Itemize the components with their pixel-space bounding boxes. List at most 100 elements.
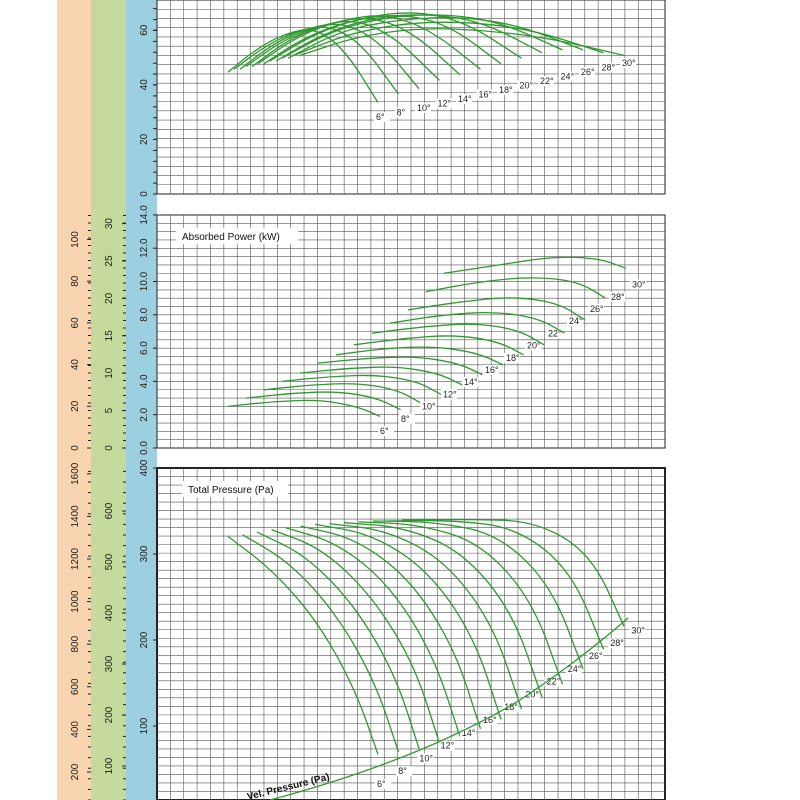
power-alt-tick-label: 60 [70,317,81,329]
curve-label: 10° [417,103,431,113]
power-alt-tick-label: 5 [104,407,115,413]
pressure-tick-label: 400 [139,459,150,476]
power-alt-tick-label: 10 [104,367,115,379]
pressure-alt-tick-label: 200 [70,763,81,780]
power-tick-label: 12.0 [139,238,150,258]
pressure-alt-tick-label: 200 [104,706,115,723]
series-curve [269,12,522,62]
efficiency-tick-label: 40 [139,79,150,91]
curve-label-bg [608,638,625,649]
curve-label: 12° [441,741,455,751]
series-curve [389,311,565,334]
efficiency-tick-label: 60 [139,24,150,36]
curve-label: 14° [464,377,478,387]
curve-label-bg [396,766,413,777]
curve-label-bg [415,103,431,113]
pressure-alt-tick-label: 300 [104,655,115,672]
pressure-alt-tick-label: 1600 [70,462,81,485]
series-curve [257,15,481,70]
series-curve [227,399,381,417]
curve-label: 30° [632,280,646,290]
series-curve [425,277,606,299]
curve-label: 6° [377,779,386,789]
power-alt-tick-label: 15 [104,330,115,342]
curve-label: 26° [581,67,595,77]
curve-label-bg [462,377,478,388]
series-curve [293,21,604,57]
band-blue [126,0,157,800]
curve-label-bg [374,112,390,122]
pressure-alt-tick-label: 400 [70,721,81,738]
curve-label: 18° [506,353,520,363]
series-curve [371,323,545,346]
curve-label: 26° [589,651,603,661]
band-orange [57,0,91,800]
power-alt-tick-label: 30 [104,218,115,230]
pressure-alt-tick-label: 100 [104,757,115,774]
curve-label: 30° [622,58,636,68]
power-alt-tick-label: 40 [70,359,81,371]
series-curve [281,374,442,396]
curve-label-bg [497,85,513,95]
power-alt-tick-label: 0 [70,445,81,451]
pressure-alt-tick-label: 600 [104,502,115,519]
curve-label-bg [579,67,595,77]
curve-label: 8° [397,108,406,118]
curve-label-bg [517,80,534,91]
power-tick-label: 8.0 [139,307,150,321]
power-alt-tick-label: 20 [104,292,115,304]
curve-label: 28° [602,63,616,73]
curve-label-bg [538,76,554,86]
series-curve [299,366,463,386]
curve-label: 12° [443,389,457,399]
power-tick-label: 4.0 [139,374,150,388]
pressure-alt-tick-label: 500 [104,553,115,570]
curve-label-bg [394,107,411,118]
power-title-bg [176,228,298,244]
curve-label-bg [523,689,540,700]
curve-label-bg [483,365,499,375]
curve-label: 16° [479,90,493,100]
curve-label: 16° [485,365,499,375]
band-green [91,0,126,800]
series-curve [227,535,379,755]
series-curve [271,528,441,744]
curve-label-bg [441,389,457,400]
series-curve [401,518,625,627]
curve-label-bg [476,89,493,100]
series-curve [263,383,422,404]
power-alt-tick-label: 80 [70,275,81,287]
series-curve [299,28,625,57]
power-panel-title: Absorbed Power (kW) [182,232,280,243]
curve-label: 28° [611,292,625,302]
pressure-title-bg [182,481,288,497]
curve-label: 16° [483,715,497,725]
power-alt-tick-label: 100 [70,231,81,248]
curve-label-bg [587,651,603,661]
series-curve [242,534,400,753]
curve-label: 22° [547,677,561,687]
curve-label: 18° [499,85,513,95]
curve-label-bg [435,98,452,109]
pressure-alt-tick-label: 1000 [70,590,81,613]
curve-label-bg [599,62,616,73]
curve-label-bg [438,740,455,751]
series-curve [443,256,627,274]
curve-label: 20° [525,689,539,699]
curve-label-bg [378,426,394,436]
curve-label-bg [544,676,561,687]
curve-label-bg [565,663,582,674]
series-curve [407,297,586,321]
pressure-alt-tick-label: 1200 [70,547,81,570]
curve-label-bg [417,753,434,764]
axis-tick-labels: 0 20 40 60 0.0 2.0 4.0 6.0 8.0 10.0 12.0 14.0 0 5 10 15… [70,8,157,800]
curve-label-bg [525,340,541,351]
curve-label-bg [567,316,583,327]
curve-label: 6° [380,426,389,436]
curve-label: 24° [561,72,575,82]
curve-label: 6° [376,112,385,122]
curve-label: 18° [504,702,518,712]
curve-label-bg [375,779,391,789]
curve-label: 8° [401,414,410,424]
